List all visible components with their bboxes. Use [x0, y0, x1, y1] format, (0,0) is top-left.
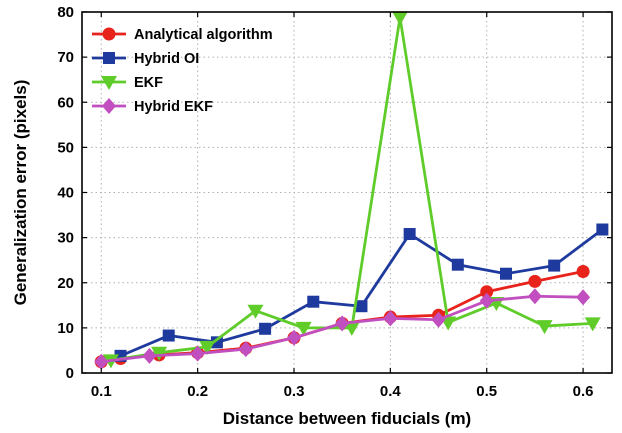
y-tick-label: 10: [57, 320, 74, 337]
data-point: [451, 258, 464, 271]
data-point: [238, 341, 253, 358]
data-point: [383, 310, 398, 327]
x-tick-label: 0.6: [573, 383, 594, 400]
legend-item: Analytical algorithm: [92, 27, 273, 43]
y-tick-label: 0: [66, 365, 74, 382]
legend-label: Hybrid OI: [134, 51, 199, 67]
data-point: [479, 292, 494, 309]
data-point: [548, 259, 561, 272]
data-point: [527, 288, 542, 305]
data-point: [596, 223, 609, 236]
y-tick-label: 50: [57, 139, 74, 156]
legend-item: Hybrid OI: [92, 51, 199, 67]
x-tick-label: 0.4: [380, 383, 402, 400]
x-axis-title: Distance between fiducials (m): [223, 409, 471, 428]
y-tick-label: 20: [57, 275, 74, 292]
data-point: [142, 347, 157, 364]
series-line: [120, 228, 604, 358]
legend-marker: [102, 98, 116, 114]
y-tick-label: 40: [57, 185, 74, 202]
data-point: [576, 289, 591, 306]
legend-label: EKF: [134, 75, 163, 91]
legend-item: Hybrid EKF: [92, 98, 213, 115]
x-tick-label: 0.2: [187, 383, 208, 400]
legend-marker: [102, 27, 116, 41]
data-point: [576, 264, 590, 278]
data-point: [295, 321, 312, 336]
y-axis-title: Generalization error (pixels): [11, 80, 30, 306]
data-point: [199, 340, 216, 355]
data-point: [287, 329, 301, 346]
data-point: [259, 322, 272, 335]
data-point: [190, 345, 205, 362]
series-hybrid-oi: [114, 223, 609, 362]
y-tick-label: 70: [57, 49, 74, 66]
data-point: [584, 317, 601, 332]
legend-label: Hybrid EKF: [134, 99, 213, 115]
data-point: [355, 300, 368, 313]
data-point: [247, 304, 264, 319]
series-group: [94, 11, 609, 370]
series-line: [110, 16, 593, 362]
data-point: [536, 320, 553, 335]
y-tick-label: 60: [57, 94, 74, 111]
series-hybrid-ekf: [94, 288, 591, 370]
ticks: 0.1 0.2 0.3 0.4 0.5 0.6 0 10 20 30 40 50 60 70 80: [57, 4, 612, 400]
y-tick-label: 80: [57, 4, 74, 21]
data-point: [151, 346, 168, 361]
legend: Analytical algorithm Hybrid OI EKF Hybrid E…: [92, 27, 273, 115]
legend-item: EKF: [92, 75, 163, 91]
data-point: [403, 228, 416, 241]
x-tick-label: 0.3: [284, 383, 305, 400]
data-point: [210, 336, 223, 349]
series-ekf: [102, 11, 601, 369]
legend-marker: [101, 76, 117, 90]
x-tick-label: 0.5: [476, 383, 497, 400]
legend-marker: [103, 52, 115, 64]
data-point: [528, 274, 542, 288]
data-point: [335, 315, 350, 332]
data-point: [307, 295, 320, 308]
data-point: [392, 11, 408, 26]
data-point: [162, 329, 175, 342]
data-point: [343, 321, 360, 336]
data-point: [500, 267, 512, 280]
data-point: [431, 311, 446, 328]
legend-label: Analytical algorithm: [134, 27, 273, 43]
x-tick-label: 0.1: [91, 383, 112, 400]
data-point: [94, 353, 109, 370]
y-tick-label: 30: [57, 230, 74, 247]
data-point: [480, 285, 494, 299]
